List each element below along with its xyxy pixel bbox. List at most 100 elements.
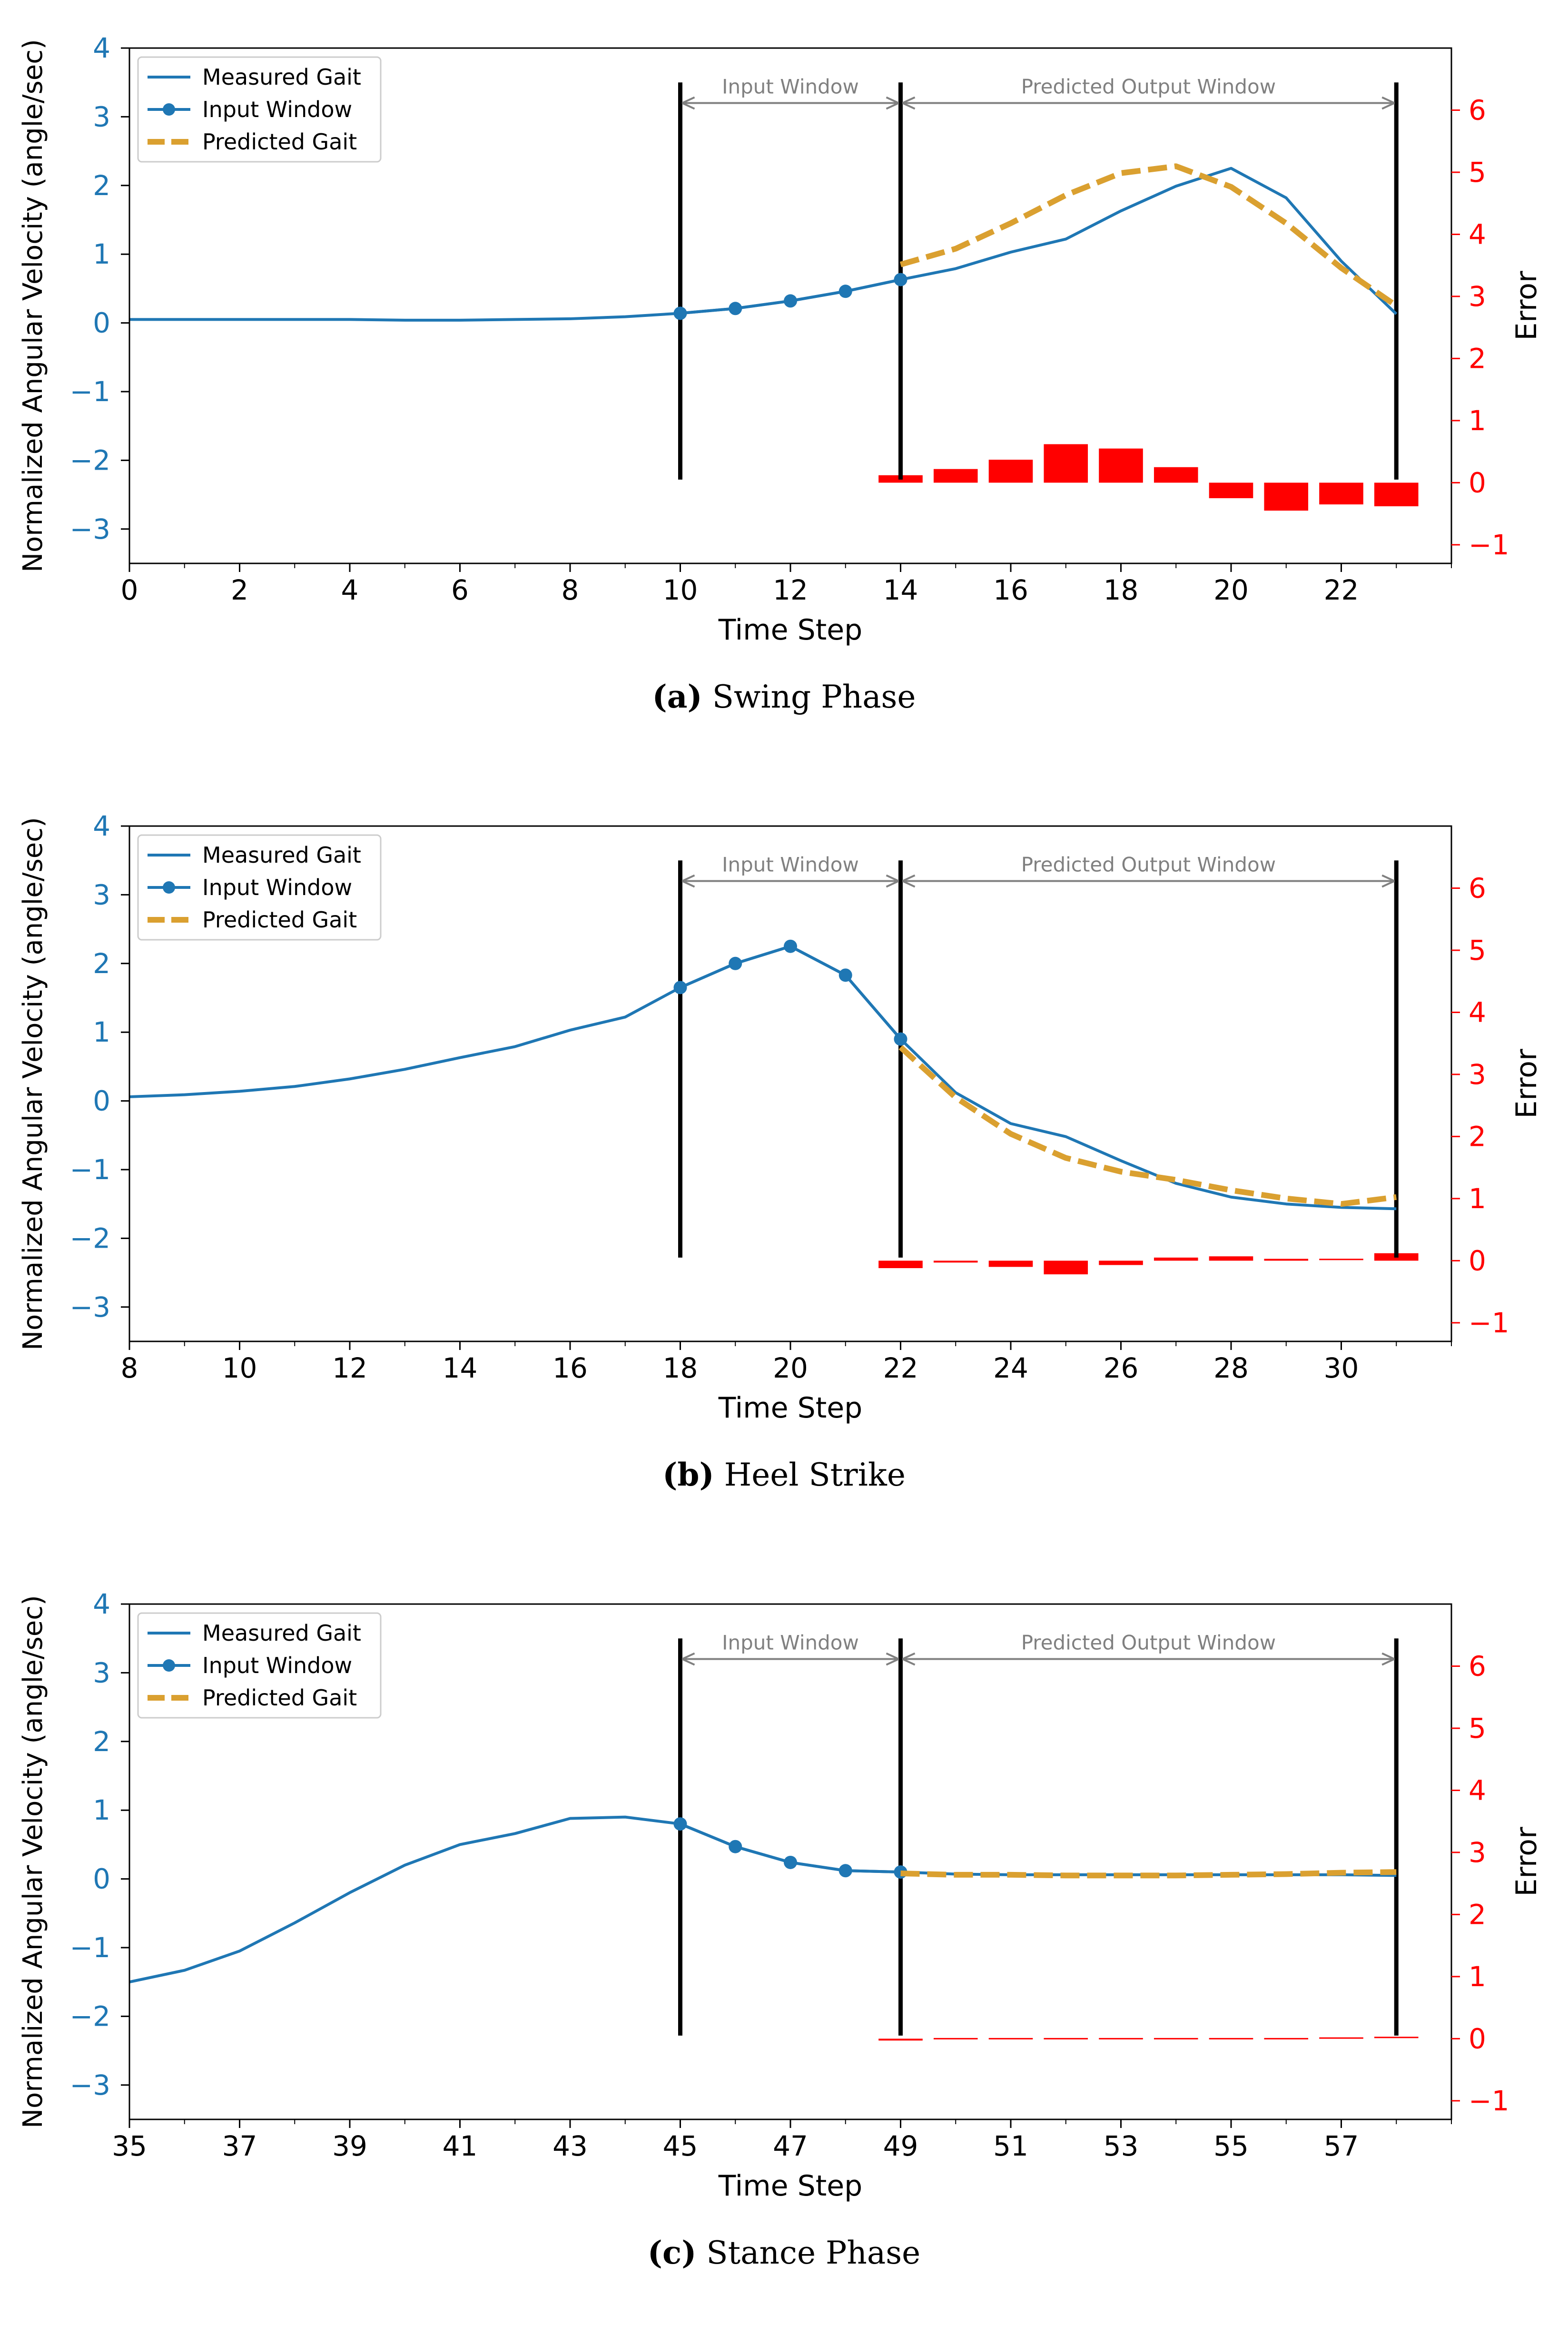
y-tick-label: 0 <box>93 1863 110 1895</box>
error-bar <box>1209 2038 1253 2039</box>
y-tick-label: 3 <box>93 100 110 133</box>
legend-label: Predicted Gait <box>202 1685 357 1711</box>
y-tick-label: 0 <box>93 307 110 339</box>
measured-gait-line <box>129 945 1397 1211</box>
y2-tick-label: −1 <box>1469 1307 1509 1339</box>
input-window-point <box>673 306 687 320</box>
error-bar <box>933 2038 978 2039</box>
error-bar <box>988 1261 1033 1267</box>
x-tick-label: 8 <box>121 1352 138 1384</box>
predicted-gait-line <box>900 1869 1397 1879</box>
predicted-gait-line <box>898 1045 1397 1207</box>
y-tick-label: −2 <box>70 1222 111 1254</box>
window-annotation-label: Input Window <box>722 1631 859 1654</box>
legend-box <box>137 834 382 941</box>
x-tick-label: 28 <box>1213 1352 1249 1384</box>
window-arrow-head <box>886 874 899 888</box>
input-window-point <box>729 1840 742 1853</box>
window-arrow-head <box>1381 96 1395 110</box>
y2-tick-label: 2 <box>1469 1898 1486 1930</box>
measured-gait-line <box>129 1815 1397 1984</box>
x-tick-label: 6 <box>451 574 469 606</box>
x-tick-label: 18 <box>1104 574 1139 606</box>
legend-label: Predicted Gait <box>202 907 357 933</box>
y2-tick-label: 5 <box>1469 934 1486 966</box>
x-tick-label: 55 <box>1213 2130 1249 2162</box>
chart-panel-swing: Input Window Predicted Output Window 0 2 4 6 8… <box>0 0 1568 778</box>
y2-tick-label: 3 <box>1469 1836 1486 1869</box>
x-tick-label: 18 <box>663 1352 698 1384</box>
caption-label: (c) <box>647 2234 697 2271</box>
x-tick-label: 24 <box>993 1352 1028 1384</box>
legend-label: Input Window <box>202 97 352 122</box>
caption-label: (a) <box>652 678 702 715</box>
legend-label: Measured Gait <box>202 842 361 868</box>
y-tick-label: −2 <box>70 444 111 476</box>
window-annotation-label: Predicted Output Window <box>1021 853 1276 876</box>
legend-swatch-input-marker <box>163 1659 175 1672</box>
y-tick-label: −3 <box>70 513 111 545</box>
error-bar <box>1264 1259 1309 1261</box>
window-arrow-head <box>902 1652 916 1666</box>
input-window-point <box>784 939 797 953</box>
y2-tick-label: 3 <box>1469 280 1486 313</box>
legend-label: Measured Gait <box>202 1620 361 1646</box>
error-bar <box>1264 483 1309 511</box>
x-tick-label: 35 <box>112 2130 147 2162</box>
x-tick-label: 16 <box>993 574 1028 606</box>
y2-tick-label: 1 <box>1469 1960 1486 1993</box>
x-tick-label: 41 <box>443 2130 478 2162</box>
window-arrow-head <box>886 96 899 110</box>
x-axis-label: Time Step <box>718 1391 863 1425</box>
x-tick-label: 49 <box>883 2130 918 2162</box>
window-arrow-head <box>1381 1652 1395 1666</box>
y-axis-label: Normalized Angular Velocity (angle/sec) <box>18 817 49 1350</box>
x-tick-label: 14 <box>443 1352 478 1384</box>
y-tick-label: −1 <box>70 1153 111 1186</box>
predicted-gait-line <box>899 163 1398 308</box>
y-tick-label: −3 <box>70 1291 111 1323</box>
input-window-point <box>838 1864 852 1878</box>
y-tick-label: 2 <box>93 947 110 980</box>
error-bar <box>1044 444 1088 483</box>
x-tick-label: 51 <box>993 2130 1028 2162</box>
legend-label: Measured Gait <box>202 64 361 90</box>
window-annotation-label: Input Window <box>722 75 859 98</box>
y-tick-label: −3 <box>70 2069 111 2101</box>
x-tick-label: 22 <box>883 1352 918 1384</box>
error-bar <box>1099 2038 1143 2039</box>
y-tick-label: −2 <box>70 2000 111 2032</box>
window-arrow-head <box>1381 874 1395 888</box>
y2-tick-label: 6 <box>1469 1650 1486 1682</box>
error-bar <box>1154 467 1198 483</box>
y2-tick-label: 0 <box>1469 1244 1486 1277</box>
window-arrow-head <box>886 1652 899 1666</box>
error-bar <box>878 2039 923 2041</box>
y-tick-label: 2 <box>93 1725 110 1758</box>
y-tick-label: 1 <box>93 1016 110 1048</box>
window-arrow-head <box>681 874 695 888</box>
error-bar <box>1044 2038 1088 2039</box>
y-tick-label: 3 <box>93 878 110 911</box>
legend-swatch-input-marker <box>163 103 175 116</box>
error-bar <box>1319 2037 1363 2039</box>
y2-tick-label: 3 <box>1469 1058 1486 1091</box>
y-tick-label: 3 <box>93 1656 110 1689</box>
error-bar <box>988 460 1033 483</box>
y-axis-label: Normalized Angular Velocity (angle/sec) <box>18 39 49 572</box>
error-bar <box>1154 1257 1198 1261</box>
x-tick-label: 12 <box>332 1352 367 1384</box>
input-window-point <box>894 1032 907 1046</box>
caption-text: Swing Phase <box>712 679 916 715</box>
y-tick-label: −1 <box>70 375 111 408</box>
window-annotation-label: Predicted Output Window <box>1021 75 1276 98</box>
y-tick-label: −1 <box>70 1931 111 1964</box>
error-bar <box>1374 483 1419 506</box>
y2-tick-label: 4 <box>1469 1774 1486 1806</box>
error-bar <box>1264 2038 1309 2039</box>
x-tick-label: 45 <box>663 2130 698 2162</box>
x-tick-label: 30 <box>1324 1352 1359 1384</box>
figure-caption: (a) Swing Phase <box>0 678 1568 715</box>
input-window-point <box>729 956 742 970</box>
